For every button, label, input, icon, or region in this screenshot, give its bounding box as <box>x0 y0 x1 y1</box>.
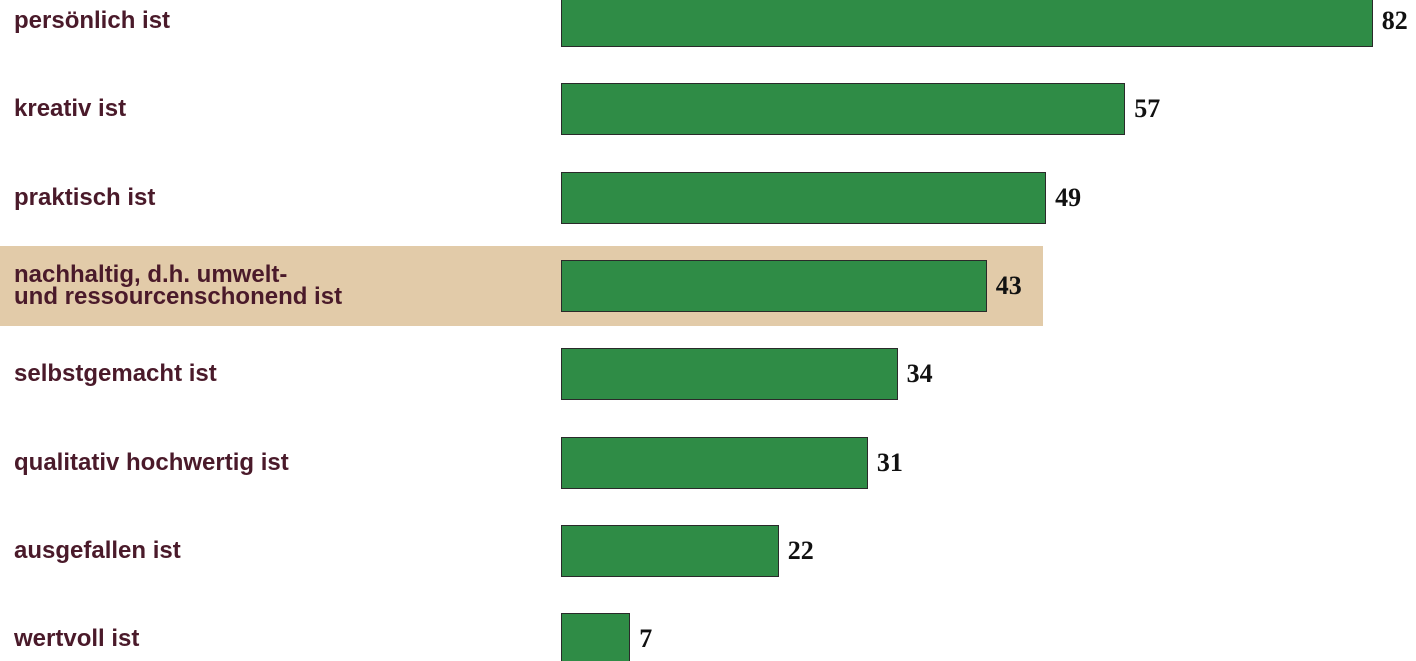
bar <box>561 0 1373 47</box>
category-label: wertvoll ist <box>14 625 140 653</box>
bar <box>561 83 1126 136</box>
value-label: 43 <box>995 270 1022 300</box>
bar <box>561 436 868 489</box>
value-label: 49 <box>1055 182 1082 212</box>
value-label: 34 <box>906 359 933 389</box>
category-label: nachhaltig, d.h. umwelt- und ressourcens… <box>14 260 343 310</box>
category-label: qualitativ hochwertig ist <box>14 448 289 476</box>
value-label: 7 <box>639 624 653 654</box>
bar <box>561 348 898 401</box>
value-label: 31 <box>876 447 903 477</box>
bar <box>561 524 779 577</box>
category-label: kreativ ist <box>14 95 127 123</box>
category-label: selbstgemacht ist <box>14 360 217 388</box>
value-label: 22 <box>787 535 814 565</box>
bar <box>561 171 1047 224</box>
value-label: 82 <box>1381 6 1408 35</box>
value-label: 57 <box>1134 94 1161 124</box>
category-label: ausgefallen ist <box>14 536 181 564</box>
bar <box>561 613 631 661</box>
category-label: praktisch ist <box>14 183 156 211</box>
bar <box>561 259 987 312</box>
category-label: persönlich ist <box>14 7 171 34</box>
